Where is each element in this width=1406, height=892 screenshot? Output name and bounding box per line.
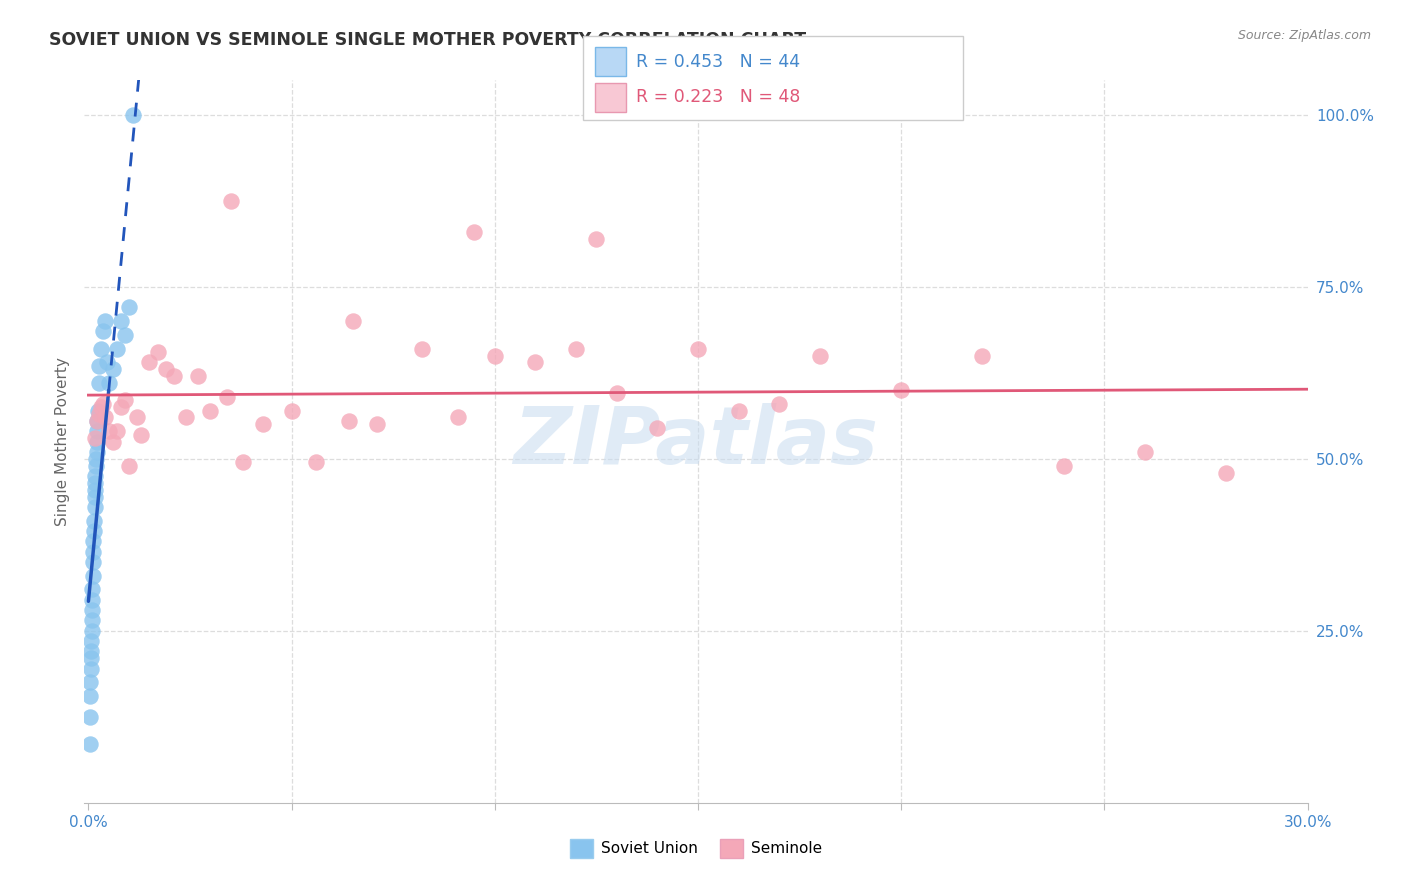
- Point: [337, 414, 360, 428]
- Point: [524, 355, 547, 369]
- Point: [808, 349, 831, 363]
- Point: [122, 108, 145, 122]
- Point: [163, 369, 186, 384]
- Point: [80, 644, 103, 658]
- Point: [187, 369, 209, 384]
- Point: [101, 434, 124, 449]
- Point: [87, 407, 110, 421]
- Point: [127, 410, 149, 425]
- Point: [686, 342, 709, 356]
- Point: [105, 424, 128, 438]
- Text: ZIPatlas: ZIPatlas: [513, 402, 879, 481]
- Point: [114, 327, 136, 342]
- Point: [82, 534, 104, 549]
- Point: [118, 301, 141, 315]
- Point: [82, 555, 104, 569]
- Point: [110, 314, 132, 328]
- Point: [83, 500, 105, 514]
- Point: [1215, 466, 1237, 480]
- Point: [90, 400, 112, 414]
- Point: [79, 710, 101, 724]
- Point: [129, 427, 152, 442]
- Point: [585, 231, 607, 245]
- Point: [89, 359, 111, 373]
- Point: [84, 451, 107, 466]
- Text: SOVIET UNION VS SEMINOLE SINGLE MOTHER POVERTY CORRELATION CHART: SOVIET UNION VS SEMINOLE SINGLE MOTHER P…: [49, 31, 806, 49]
- Point: [219, 194, 242, 208]
- Point: [1053, 458, 1076, 473]
- Text: R = 0.453   N = 44: R = 0.453 N = 44: [636, 53, 800, 70]
- Point: [565, 342, 588, 356]
- Point: [110, 400, 132, 414]
- Point: [84, 458, 107, 473]
- Point: [83, 524, 105, 538]
- Point: [80, 624, 103, 638]
- Point: [1133, 445, 1156, 459]
- Text: R = 0.223   N = 48: R = 0.223 N = 48: [636, 88, 800, 106]
- Point: [83, 431, 105, 445]
- Point: [411, 342, 433, 356]
- Point: [82, 544, 104, 558]
- Point: [97, 424, 120, 438]
- Point: [84, 475, 107, 490]
- Point: [101, 362, 124, 376]
- Point: [118, 458, 141, 473]
- Point: [80, 614, 103, 628]
- Point: [174, 410, 197, 425]
- Point: [155, 362, 177, 376]
- Point: [305, 455, 328, 469]
- Point: [79, 675, 101, 690]
- Point: [84, 469, 107, 483]
- Point: [80, 634, 103, 648]
- Point: [366, 417, 388, 432]
- Point: [79, 737, 101, 751]
- Point: [82, 592, 104, 607]
- Point: [91, 325, 114, 339]
- Point: [86, 414, 108, 428]
- Point: [138, 355, 160, 369]
- Point: [727, 403, 749, 417]
- Point: [80, 662, 103, 676]
- Point: [768, 397, 790, 411]
- Point: [93, 314, 115, 328]
- Legend: Soviet Union, Seminole: Soviet Union, Seminole: [564, 833, 828, 863]
- Point: [87, 403, 110, 417]
- Point: [97, 376, 120, 390]
- Point: [80, 651, 103, 665]
- Point: [90, 342, 112, 356]
- Point: [86, 434, 108, 449]
- Point: [890, 383, 912, 397]
- Point: [447, 410, 470, 425]
- Point: [83, 490, 105, 504]
- Point: [84, 483, 107, 497]
- Point: [232, 455, 254, 469]
- Point: [96, 355, 118, 369]
- Point: [200, 403, 222, 417]
- Point: [82, 568, 104, 582]
- Point: [647, 421, 669, 435]
- Point: [215, 390, 238, 404]
- Point: [91, 397, 114, 411]
- Point: [280, 403, 302, 417]
- Text: Source: ZipAtlas.com: Source: ZipAtlas.com: [1237, 29, 1371, 42]
- Point: [86, 445, 108, 459]
- Point: [86, 424, 108, 438]
- Point: [83, 514, 105, 528]
- Point: [86, 414, 108, 428]
- Point: [342, 314, 364, 328]
- Point: [146, 345, 169, 359]
- Point: [82, 603, 104, 617]
- Point: [79, 689, 101, 703]
- Point: [972, 349, 994, 363]
- Point: [87, 376, 110, 390]
- Point: [114, 393, 136, 408]
- Point: [606, 386, 628, 401]
- Point: [105, 342, 128, 356]
- Y-axis label: Single Mother Poverty: Single Mother Poverty: [55, 357, 70, 526]
- Point: [484, 349, 506, 363]
- Point: [252, 417, 274, 432]
- Point: [463, 225, 485, 239]
- Point: [93, 410, 115, 425]
- Point: [82, 582, 104, 597]
